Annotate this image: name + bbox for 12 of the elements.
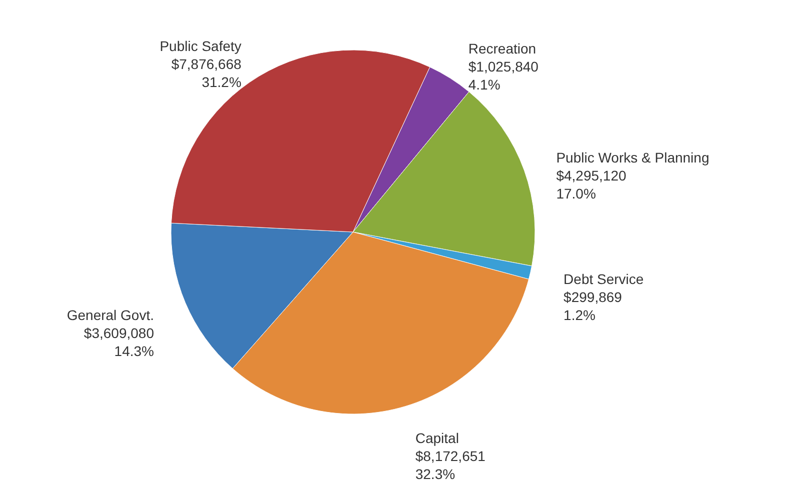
slice-label: Debt Service bbox=[564, 271, 644, 288]
slice-label: Public Safety bbox=[160, 38, 242, 54]
data-label: $3,609,080 14.3% bbox=[84, 325, 154, 360]
data-label: $4,295,120 17.0% bbox=[556, 168, 626, 202]
data-label: $1,025,840 4.1% bbox=[468, 58, 539, 92]
data-label: $299,869 1.2% bbox=[564, 289, 622, 324]
slice-label: Public Works & Planning bbox=[556, 150, 710, 166]
slice-label: General Govt. bbox=[66, 307, 154, 324]
data-label: $8,172,651 32.3% bbox=[415, 448, 486, 480]
data-label: $7,876,668 31.2% bbox=[171, 56, 242, 90]
slice-label: Recreation bbox=[468, 40, 536, 56]
slice-label: Capital bbox=[415, 430, 459, 446]
